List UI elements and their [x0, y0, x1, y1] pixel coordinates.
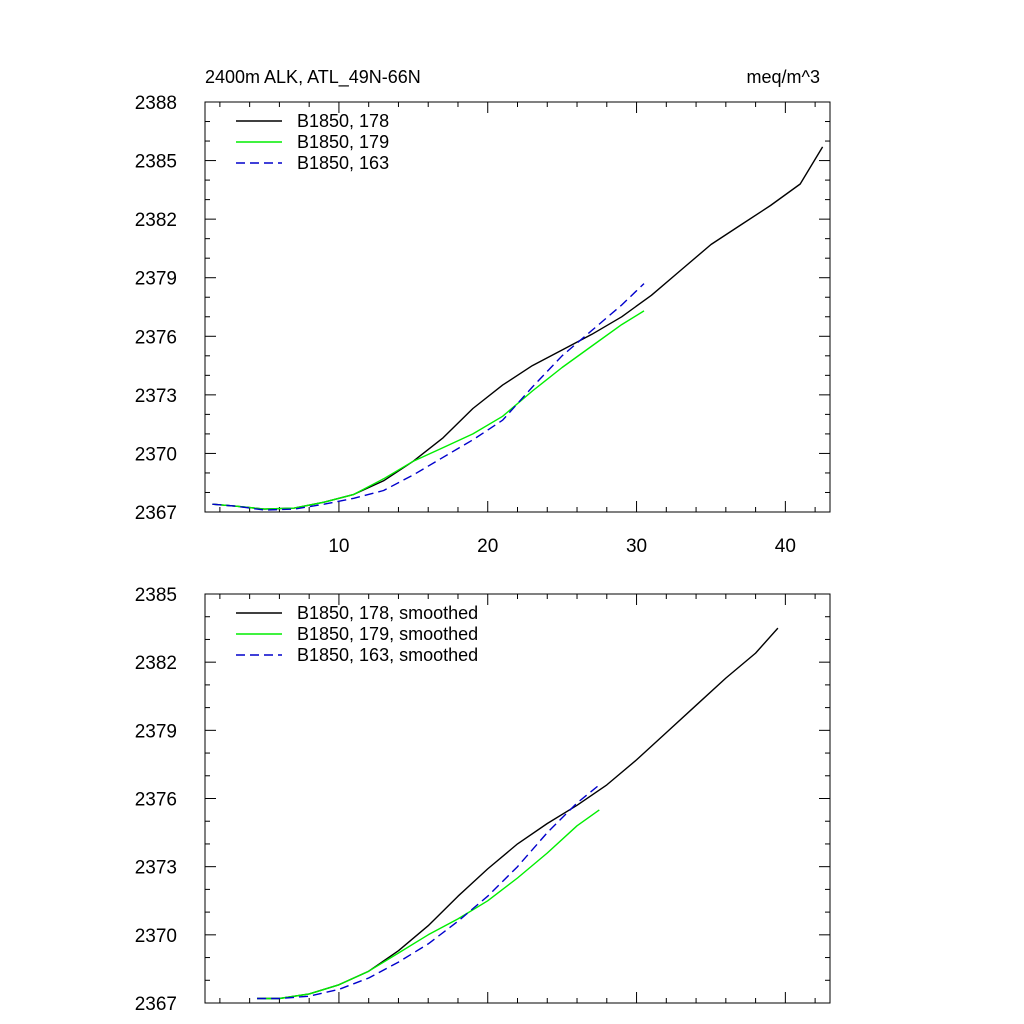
legend-label-0: B1850, 178, smoothed	[297, 603, 478, 623]
series-line-1	[212, 310, 645, 510]
y-tick-label: 2376	[135, 790, 177, 811]
y-tick-label: 2379	[135, 269, 177, 290]
series-line-0	[212, 146, 824, 510]
x-tick-label: 30	[626, 536, 647, 557]
chart-title-right: meq/m^3	[747, 67, 820, 87]
legend-label-2: B1850, 163	[297, 153, 389, 173]
legend-label-0: B1850, 178	[297, 111, 389, 131]
y-tick-label: 2385	[135, 585, 177, 606]
bottom-chart-panel: 2367 2370 2373 2376 2379 2382 2385 B1850, 178, …	[135, 585, 831, 1015]
x-tick-label: 40	[775, 536, 796, 557]
y-tick-label: 2367	[135, 994, 177, 1015]
y-tick-label: 2382	[135, 210, 177, 231]
chart-title-left: 2400m ALK, ATL_49N-66N	[205, 67, 421, 88]
y-tick-label: 2367	[135, 503, 177, 524]
y-tick-label: 2373	[135, 386, 177, 407]
series-line-0	[257, 627, 779, 1000]
y-tick-label: 2376	[135, 327, 177, 348]
series-line-2	[212, 283, 645, 511]
y-tick-label: 2373	[135, 858, 177, 879]
y-tick-label: 2370	[135, 444, 177, 465]
y-tick-label: 2385	[135, 152, 177, 173]
y-tick-label: 2382	[135, 653, 177, 674]
legend-label-2: B1850, 163, smoothed	[297, 645, 478, 665]
y-tick-label: 2388	[135, 93, 177, 114]
y-tick-label: 2370	[135, 926, 177, 947]
top-chart-panel: 10 20 30 40 2367 2370 2373 2376 2379 2382 2385 2388…	[135, 67, 831, 557]
x-tick-label: 10	[328, 536, 349, 557]
legend-label-1: B1850, 179	[297, 132, 389, 152]
y-tick-label: 2379	[135, 721, 177, 742]
x-tick-label: 20	[477, 536, 498, 557]
legend-label-1: B1850, 179, smoothed	[297, 624, 478, 644]
series-line-1	[257, 809, 600, 1000]
series-line-2	[257, 784, 600, 1000]
